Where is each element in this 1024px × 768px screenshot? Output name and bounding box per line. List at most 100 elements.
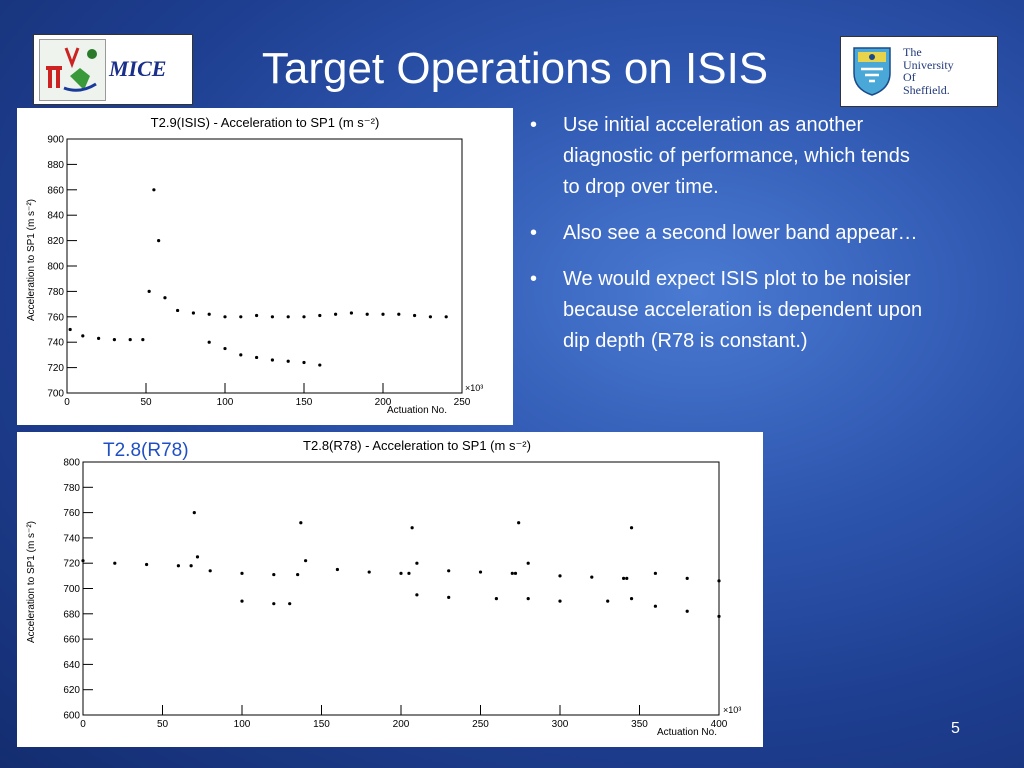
y-axis-label: Acceleration to SP1 (m s⁻²) (26, 521, 37, 643)
x-tick-label: 0 (80, 719, 86, 730)
data-point (288, 602, 292, 606)
data-point (195, 555, 200, 559)
x-tick-label: 100 (234, 719, 251, 730)
data-point (239, 353, 243, 357)
data-point (558, 599, 562, 603)
x-tick-label: 400 (711, 719, 728, 730)
y-tick-label: 800 (63, 458, 80, 469)
y-tick-label: 780 (47, 287, 64, 298)
data-point (318, 313, 322, 318)
sheffield-wordmark: The University Of Sheffield. (903, 46, 954, 96)
bullet-list: • Use initial acceleration as another dia… (528, 110, 928, 372)
data-point (558, 574, 562, 578)
data-point (68, 327, 72, 332)
x-tick-label: 300 (552, 719, 569, 730)
data-point (717, 579, 721, 583)
data-point (444, 315, 448, 319)
chart-title: T2.9(ISIS) - Acceleration to SP1 (m s⁻²) (151, 115, 380, 130)
bullet-dot-icon: • (530, 114, 538, 136)
y-tick-label: 700 (47, 389, 64, 400)
data-point (349, 311, 353, 315)
data-point (112, 338, 116, 342)
isis-chart-svg: 700 720 740 760 780 800 820 840 860 880 900 0 50 100 1… (26, 115, 483, 416)
data-point (367, 570, 371, 574)
data-point (606, 599, 610, 603)
data-point (128, 338, 132, 342)
y-tick-label: 740 (63, 533, 80, 544)
sheffield-line: Of (903, 70, 916, 84)
y-tick-label: 680 (63, 609, 80, 620)
x-tick-label: 150 (313, 719, 330, 730)
sheffield-crest-icon (853, 47, 891, 96)
data-point (304, 559, 308, 563)
y-tick-label: 760 (47, 312, 64, 323)
data-point (494, 597, 498, 601)
y-tick-label: 740 (47, 338, 64, 349)
data-point (255, 355, 259, 360)
data-point (141, 338, 145, 342)
bullet-item: • We would expect ISIS plot to be noisier… (528, 264, 928, 357)
y-tick-label: 860 (47, 185, 64, 196)
data-point (223, 346, 227, 351)
data-point (192, 511, 196, 515)
data-point (286, 315, 290, 319)
chart-title: T2.8(R78) - Acceleration to SP1 (m s⁻²) (303, 438, 531, 453)
data-point (176, 308, 180, 313)
data-point (334, 312, 338, 316)
data-point (189, 564, 193, 568)
data-point (255, 313, 259, 318)
y-tick-label: 700 (63, 584, 80, 595)
sheffield-line: The (903, 45, 922, 59)
data-point (685, 576, 689, 580)
data-point (415, 593, 419, 597)
data-point (622, 576, 626, 580)
data-point (447, 595, 451, 599)
data-point (685, 609, 689, 613)
bullet-text: Also see a second lower band appear… (563, 222, 918, 244)
data-point (318, 363, 322, 367)
x-tick-label: 250 (472, 719, 489, 730)
data-point (240, 571, 244, 575)
plot-frame (66, 138, 463, 394)
x-tick-label: 250 (454, 397, 471, 408)
data-point (407, 571, 411, 575)
data-point (629, 526, 634, 530)
sheffield-line: University (903, 57, 954, 72)
data-point (410, 526, 414, 530)
data-point (152, 188, 156, 192)
y-tick-label: 720 (63, 559, 80, 570)
data-point (625, 576, 629, 580)
data-point (335, 567, 339, 572)
data-point (157, 239, 161, 243)
data-point (286, 359, 290, 363)
y-tick-label: 780 (63, 483, 80, 494)
data-point (510, 571, 514, 575)
mice-logo-text: MICE (109, 56, 167, 81)
y-tick-label: 600 (63, 711, 80, 722)
inset-label: T2.8(R78) (103, 440, 189, 461)
data-point (191, 311, 195, 315)
data-point (299, 521, 303, 525)
data-point (207, 312, 211, 316)
data-point (517, 521, 521, 525)
data-point (81, 559, 85, 563)
mice-emblem-icon (40, 40, 105, 100)
x-multiplier: ×10³ (723, 705, 741, 715)
data-point (145, 562, 149, 567)
x-tick-label: 200 (375, 397, 392, 408)
bullet-text: Use initial acceleration as another diag… (563, 114, 910, 198)
y-tick-label: 880 (47, 160, 64, 171)
data-point (413, 313, 417, 318)
x-tick-label: 0 (64, 397, 70, 408)
data-point (296, 572, 300, 577)
y-tick-label: 720 (47, 363, 64, 374)
data-point (97, 336, 101, 340)
data-point (163, 296, 167, 300)
data-point (590, 575, 594, 579)
data-point (478, 570, 483, 574)
data-point (207, 340, 211, 344)
data-point (381, 312, 385, 316)
sheffield-line: Sheffield. (903, 82, 950, 97)
x-tick-label: 100 (217, 397, 234, 408)
